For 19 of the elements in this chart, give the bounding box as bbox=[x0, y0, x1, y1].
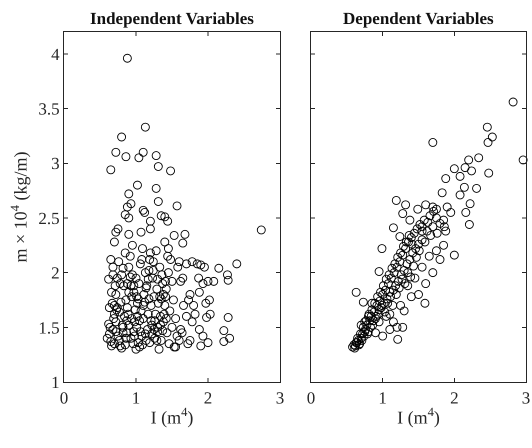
x-tick-label: 1 bbox=[378, 388, 387, 408]
x-tick-label: 0 bbox=[60, 388, 68, 408]
x-tick-label: 0 bbox=[306, 388, 316, 408]
y-tick-label: 2.5 bbox=[38, 208, 60, 228]
x-tick-label: 1 bbox=[132, 388, 140, 408]
x-axis-title: I (m$^{4}$) bbox=[150, 404, 194, 428]
x-tick-label: 2 bbox=[450, 388, 459, 408]
y-tick-label: 1.5 bbox=[38, 318, 60, 338]
x-tick-label: 3 bbox=[522, 388, 530, 408]
chart-title: Dependent Variables bbox=[343, 9, 494, 28]
y-tick-label: 3 bbox=[51, 154, 60, 174]
x-tick-label: 2 bbox=[204, 388, 212, 408]
chart-title: Independent Variables bbox=[90, 9, 254, 28]
y-tick-label: 3.5 bbox=[38, 100, 60, 119]
y-tick-label: 4 bbox=[51, 44, 60, 64]
y-tick-label: 2 bbox=[51, 264, 60, 283]
x-axis-title: I (m$^{4}$) bbox=[397, 404, 440, 428]
x-tick-label: 3 bbox=[276, 388, 284, 408]
y-tick-label: 1 bbox=[51, 372, 60, 392]
